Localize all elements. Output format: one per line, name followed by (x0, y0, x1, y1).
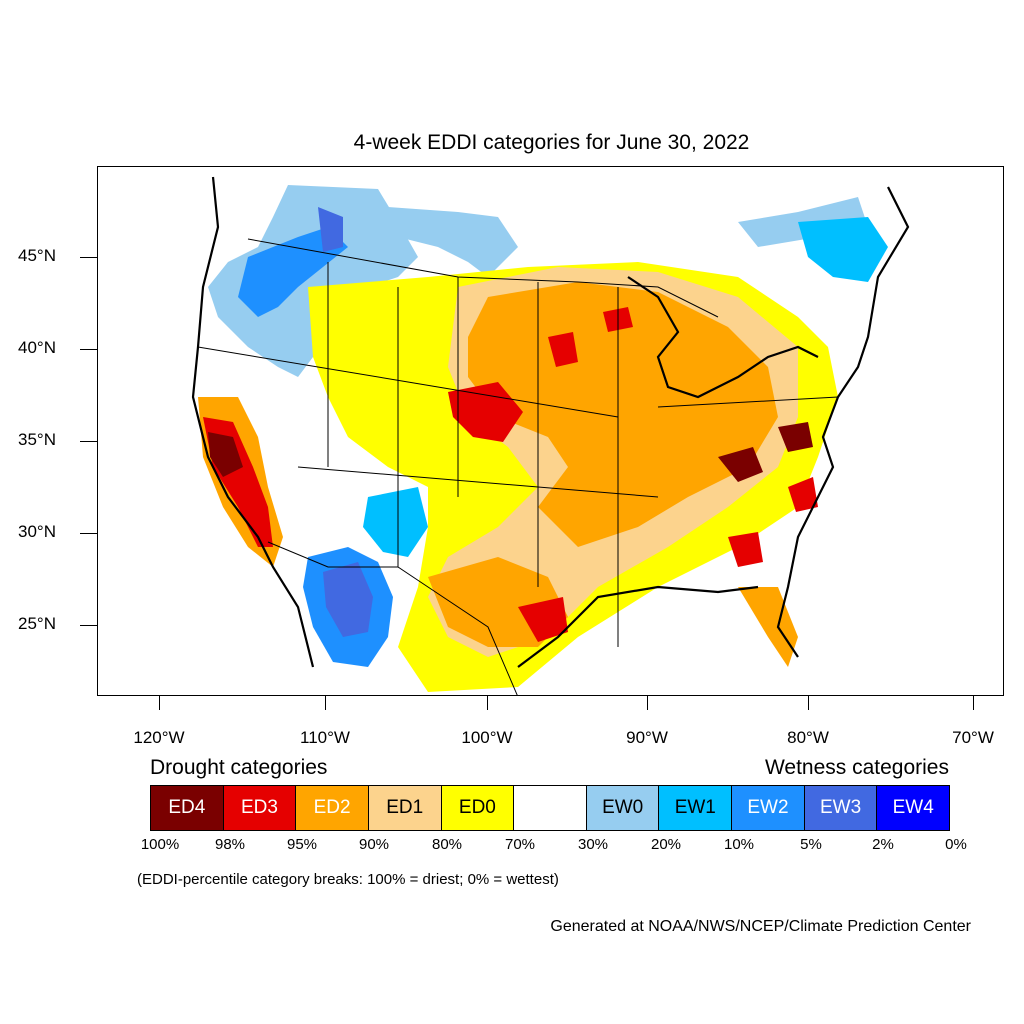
state-line-8 (657, 396, 839, 408)
pct-label-0: 0% (945, 836, 967, 853)
dry-region-central-ed2 (468, 282, 778, 547)
pacific-coast (191, 176, 315, 668)
lon-label-110: 110°W (300, 728, 350, 747)
us-border-south (267, 541, 518, 695)
pct-label-10: 10% (723, 836, 755, 853)
legend-cell-ed0: ED0 (441, 786, 515, 830)
atlantic-coast (776, 186, 910, 658)
lon-tick-110 (325, 696, 326, 710)
wet-region-southwest-core (323, 562, 373, 637)
lat-label-35: 35°N (18, 430, 56, 449)
state-line-6 (197, 346, 619, 418)
lat-label-25: 25°N (18, 614, 56, 633)
lon-label-100: 100°W (461, 728, 513, 747)
lon-tick-70 (973, 696, 974, 710)
boundaries (197, 238, 839, 695)
wet-region-new-mexico (363, 487, 428, 557)
category-breaks-note: (EDDI-percentile category breaks: 100% =… (137, 871, 559, 888)
dry-region-florida (738, 587, 798, 667)
wet-region-northwest-core (238, 227, 348, 317)
legend-colorbar: ED4 ED3 ED2 ED1 ED0 EW0 EW1 EW2 EW3 EW4 (150, 785, 950, 831)
pct-label-80: 80% (431, 836, 463, 853)
drought-regions (198, 262, 838, 692)
legend-cell-ed2: ED2 (296, 786, 369, 830)
lat-tick-45 (80, 257, 97, 258)
lon-label-120: 120°W (133, 728, 185, 747)
lon-label-80: 80°W (787, 728, 829, 747)
dry-region-virginia-ed4 (778, 422, 813, 452)
us-border-north (247, 238, 719, 318)
dry-region-minnesota-ed3 (548, 332, 578, 367)
map-title: 4-week EDDI categories for June 30, 2022 (353, 131, 750, 154)
lat-tick-30 (80, 533, 97, 534)
legend-cell-ew2: EW2 (732, 786, 805, 830)
wet-region-northwest-deep (318, 207, 343, 252)
pct-label-5: 5% (800, 836, 822, 853)
eddi-map (191, 176, 910, 695)
wet-region-north-central (388, 207, 518, 277)
pct-label-90: 90% (358, 836, 390, 853)
state-line-7 (297, 466, 659, 498)
drought-categories-header: Drought categories (150, 756, 328, 779)
legend-cell-ew3: EW3 (804, 786, 878, 830)
great-lakes (627, 276, 819, 399)
map-panel (97, 166, 1004, 696)
legend-cell-ew0: EW0 (586, 786, 660, 830)
wet-region-northwest (208, 185, 418, 377)
coastlines (191, 176, 910, 668)
lat-label-30: 30°N (18, 522, 56, 541)
legend-cell-ed4: ED4 (151, 786, 224, 830)
pct-label-98: 98% (214, 836, 246, 853)
dry-region-appalachia-ed4 (718, 447, 763, 482)
dry-region-texas-ed3 (518, 597, 568, 642)
pct-label-70: 70% (504, 836, 536, 853)
pct-label-100: 100% (140, 836, 180, 853)
dry-region-california-ed4 (208, 432, 243, 477)
dry-region-kansas-ed3 (448, 382, 523, 442)
dry-region-georgia-ed3 (728, 532, 763, 567)
lon-label-90: 90°W (626, 728, 668, 747)
lat-tick-25 (80, 625, 97, 626)
wet-region-new-england (798, 217, 888, 282)
legend-cell-ed1: ED1 (368, 786, 442, 830)
legend-cell-ed3: ED3 (223, 786, 297, 830)
lon-tick-90 (647, 696, 648, 710)
gulf-coast (517, 585, 759, 668)
pct-label-30: 30% (577, 836, 609, 853)
legend-cell-ew1: EW1 (659, 786, 733, 830)
lat-tick-35 (80, 441, 97, 442)
lon-tick-100 (487, 696, 488, 710)
lon-tick-80 (808, 696, 809, 710)
pct-label-2: 2% (872, 836, 894, 853)
lat-label-40: 40°N (18, 338, 56, 357)
lon-label-70: 70°W (952, 728, 994, 747)
credit-line: Generated at NOAA/NWS/NCEP/Climate Predi… (550, 918, 971, 935)
dry-region-carolina-ed3 (788, 477, 818, 512)
pct-label-95: 95% (286, 836, 318, 853)
pct-label-20: 20% (650, 836, 682, 853)
legend-cell-ew4: EW4 (877, 786, 950, 830)
wetness-categories-header: Wetness categories (764, 756, 949, 779)
legend-cell-normal (514, 786, 587, 830)
lon-tick-120 (159, 696, 160, 710)
lat-label-45: 45°N (18, 246, 56, 265)
lat-tick-40 (80, 349, 97, 350)
